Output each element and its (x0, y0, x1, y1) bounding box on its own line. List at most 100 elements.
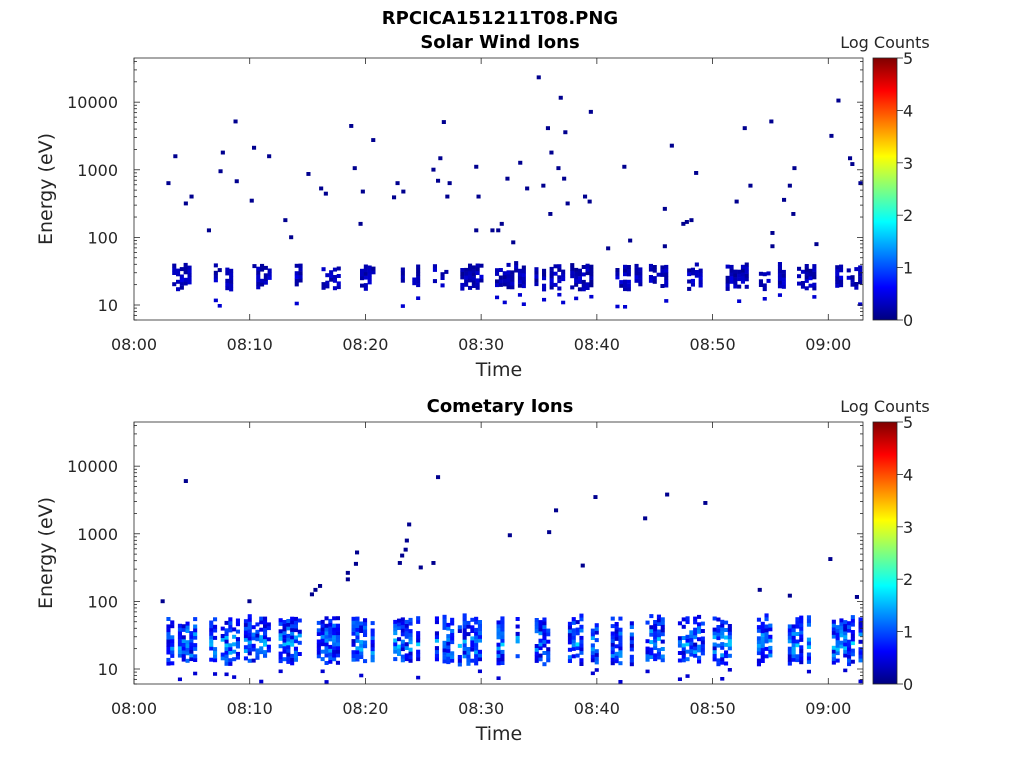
spectrogram-cell (839, 625, 844, 630)
scatter-point (554, 508, 559, 513)
spectrogram-cell (397, 652, 402, 656)
spectrogram-cell (247, 644, 252, 648)
scatter-point (511, 240, 516, 245)
spectrogram-cell (351, 624, 356, 629)
spectrogram-cell (229, 276, 234, 281)
spectrogram-cell (549, 270, 554, 275)
spectrogram-cell (623, 279, 628, 284)
spectrogram-cell (806, 652, 811, 657)
spectrogram-cell (777, 284, 782, 289)
spectrogram-cell (471, 272, 476, 277)
spectrogram-cell (400, 271, 405, 276)
spectrogram-cell (329, 274, 334, 278)
spectrogram-cell (442, 614, 447, 619)
spectrogram-cell (758, 279, 763, 284)
spectrogram-cell (496, 657, 501, 662)
spectrogram-cell (538, 623, 543, 628)
colorbar (872, 57, 898, 321)
spectrogram-cell (687, 279, 692, 284)
spectrogram-cell (756, 643, 761, 648)
colorbar-tick-label: 0 (903, 675, 913, 694)
scatter-point (436, 178, 441, 183)
spectrogram-cell (806, 669, 811, 674)
x-tick-label: 08:50 (690, 335, 736, 354)
spectrogram-cell (614, 622, 619, 626)
spectrogram-cell (400, 624, 405, 629)
spectrogram-cell (804, 271, 809, 276)
spectrogram-cell (359, 651, 364, 656)
spectrogram-cell (213, 647, 218, 652)
spectrogram-cell (363, 633, 368, 637)
spectrogram-cell (286, 652, 291, 657)
spectrogram-cell (716, 658, 721, 663)
scatter-point (407, 522, 412, 527)
scatter-point (545, 126, 550, 131)
spectrogram-cell (498, 268, 503, 272)
spectrogram-cell (370, 621, 375, 626)
spectrogram-cell (440, 272, 445, 277)
spectrogram-cell (660, 624, 665, 629)
spectrogram-cell (812, 267, 817, 272)
scatter-point (782, 197, 787, 202)
spectrogram-cell (360, 283, 365, 288)
spectrogram-cell (297, 629, 302, 634)
spectrogram-cell (290, 657, 295, 662)
spectrogram-cell (685, 638, 690, 643)
spectrogram-cell (370, 647, 375, 652)
spectrogram-cell (172, 271, 177, 275)
spectrogram-cell (243, 626, 248, 631)
spectrogram-cell (660, 647, 665, 651)
scatter-point (418, 565, 423, 570)
spectrogram-cell (278, 636, 283, 641)
spectrogram-cell (256, 285, 261, 290)
spectrogram-cell (538, 638, 543, 643)
spectrogram-cell (363, 629, 368, 634)
spectrogram-cell (697, 629, 702, 634)
spectrogram-cell (450, 651, 455, 656)
spectrogram-cell (468, 274, 473, 279)
spectrogram-cell (266, 626, 271, 631)
spectrogram-cell (733, 284, 738, 289)
spectrogram-cell (440, 276, 445, 280)
scatter-point (400, 553, 405, 558)
spectrogram-cell (858, 624, 863, 629)
spectrogram-cell (521, 265, 526, 270)
spectrogram-cell (247, 621, 252, 626)
spectrogram-cell (474, 635, 479, 640)
spectrogram-cell (256, 277, 261, 282)
spectrogram-cell (694, 270, 699, 274)
spectrogram-cell (450, 632, 455, 637)
spectrogram-cell (479, 278, 484, 283)
spectrogram-cell (693, 642, 698, 647)
scatter-point (665, 492, 670, 497)
spectrogram-cell (412, 277, 417, 282)
spectrogram-cell (626, 272, 631, 277)
spectrogram-cell (557, 292, 562, 297)
spectrogram-cell (189, 657, 194, 662)
spectrogram-cell (446, 660, 451, 665)
spectrogram-cell (263, 273, 268, 278)
spectrogram-cell (577, 279, 582, 284)
spectrogram-cell (442, 648, 447, 653)
spectrogram-cell (542, 636, 547, 641)
spectrogram-cell (367, 273, 372, 277)
spectrogram-cell (416, 264, 421, 269)
spectrogram-cell (464, 271, 469, 276)
scatter-point (395, 181, 400, 186)
spectrogram-cell (187, 280, 192, 285)
spectrogram-cell (653, 631, 658, 636)
spectrogram-cell (462, 624, 467, 629)
spectrogram-cell (416, 675, 421, 680)
spectrogram-cell (514, 261, 519, 266)
spectrogram-cell (712, 631, 717, 636)
spectrogram-cell (397, 648, 402, 653)
scatter-point (770, 244, 775, 249)
spectrogram-cell (359, 655, 364, 659)
spectrogram-cell (260, 278, 265, 283)
spectrogram-cell (324, 680, 329, 684)
spectrogram-cell (744, 269, 749, 274)
spectrogram-cell (618, 635, 623, 640)
spectrogram-cell (397, 622, 402, 627)
spectrogram-cell (278, 618, 283, 623)
